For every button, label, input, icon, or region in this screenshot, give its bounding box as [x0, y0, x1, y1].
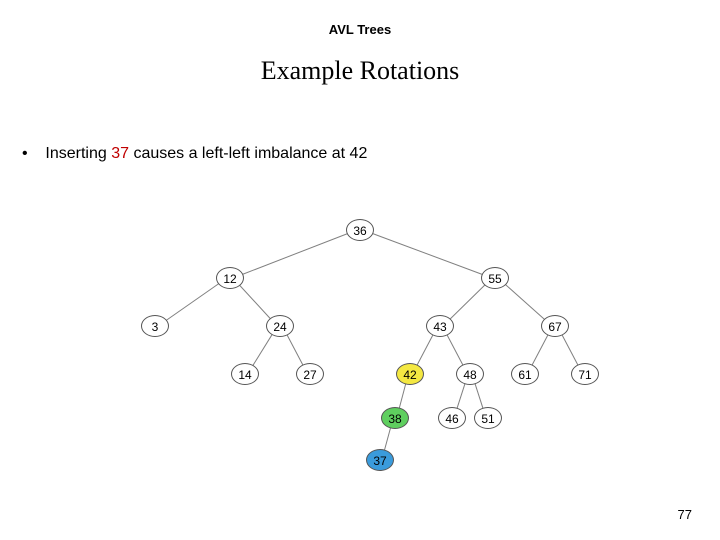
- tree-node-14: 14: [231, 363, 259, 385]
- tree-node-67: 67: [541, 315, 569, 337]
- tree-node-43: 43: [426, 315, 454, 337]
- tree-node-71: 71: [571, 363, 599, 385]
- tree-node-48: 48: [456, 363, 484, 385]
- page-number: 77: [678, 507, 692, 522]
- tree-node-37: 37: [366, 449, 394, 471]
- tree-node-12: 12: [216, 267, 244, 289]
- tree-node-38: 38: [381, 407, 409, 429]
- tree-node-42: 42: [396, 363, 424, 385]
- tree-node-61: 61: [511, 363, 539, 385]
- tree-node-51: 51: [474, 407, 502, 429]
- tree-node-55: 55: [481, 267, 509, 289]
- tree-node-46: 46: [438, 407, 466, 429]
- tree-node-36: 36: [346, 219, 374, 241]
- tree-node-27: 27: [296, 363, 324, 385]
- tree-area: 36 12 55 3 24 43 67 14 27 42 48 61 71 38 46 51 37: [0, 0, 720, 540]
- tree-node-24: 24: [266, 315, 294, 337]
- tree-node-3: 3: [141, 315, 169, 337]
